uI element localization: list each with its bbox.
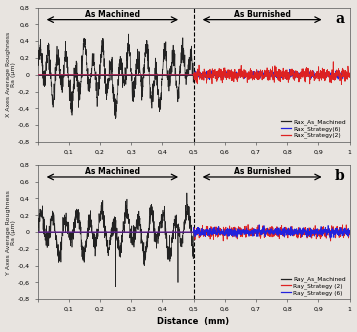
- Text: b: b: [335, 169, 345, 183]
- Text: As Burnished: As Burnished: [234, 167, 291, 176]
- Legend: Ray_As_Machined, Ray_Strategy (2), Ray_Strategy (6): Ray_As_Machined, Ray_Strategy (2), Ray_S…: [280, 276, 347, 296]
- X-axis label: Distance  (mm): Distance (mm): [157, 317, 230, 326]
- Y-axis label: Y Axes Average Roughness
Ra (μm): Y Axes Average Roughness Ra (μm): [6, 190, 16, 275]
- Legend: Rax_As_Machined, Rax_Strategy(6), Rax_Strategy(2): Rax_As_Machined, Rax_Strategy(6), Rax_St…: [280, 119, 347, 139]
- Text: As Machined: As Machined: [85, 167, 140, 176]
- Y-axis label: X Axes Average Roughness
Ra (μm): X Axes Average Roughness Ra (μm): [6, 32, 16, 117]
- Text: As Burnished: As Burnished: [234, 10, 291, 19]
- Text: a: a: [336, 12, 345, 26]
- Text: As Machined: As Machined: [85, 10, 140, 19]
